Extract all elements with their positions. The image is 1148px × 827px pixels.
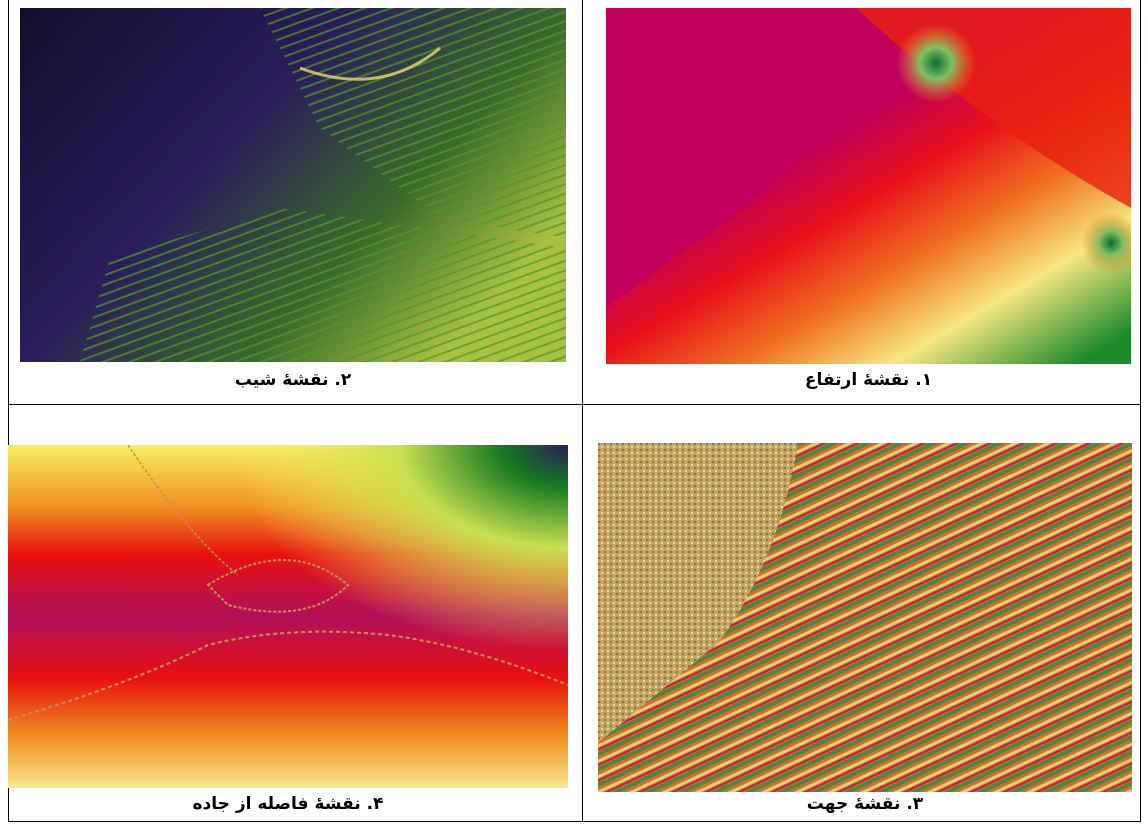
figure-caption: ۲. نقشهٔ شیب [20, 370, 566, 390]
slope-map [20, 8, 566, 362]
aspect-map [598, 443, 1132, 792]
table-border [8, 821, 1141, 822]
figure-caption: ۱. نقشهٔ ارتفاع [606, 370, 1131, 390]
figure-caption: ۳. نقشهٔ جهت [598, 794, 1132, 814]
table-border [582, 0, 583, 822]
elevation-map [606, 8, 1131, 364]
road-distance-map [8, 445, 568, 788]
figure-caption: ۴. نقشهٔ فاصله از جاده [8, 794, 568, 814]
table-border [8, 404, 1141, 405]
page: {"figures": [ {"caption": "۲. نقشهٔ شیب"… [0, 0, 1148, 827]
table-border [1140, 0, 1141, 822]
